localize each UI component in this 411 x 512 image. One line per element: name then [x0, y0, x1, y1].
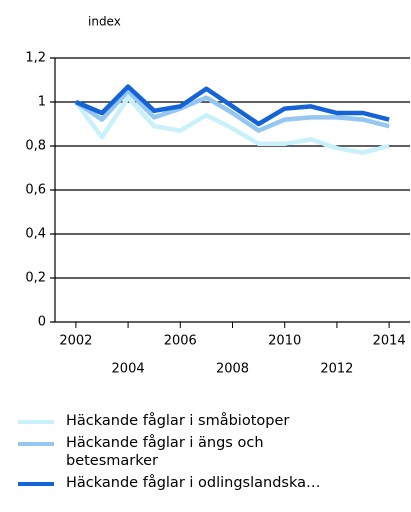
x-tick-label: 2006 [164, 334, 197, 349]
y-tick-label: 0,6 [25, 183, 46, 198]
legend-swatch [18, 442, 54, 446]
y-tick-label: 1 [38, 95, 46, 110]
legend-item: Häckande fåglar i odlingslandska… [18, 474, 398, 492]
y-tick-label: 0,8 [25, 139, 46, 154]
y-tick-label: 1,2 [25, 51, 46, 66]
x-tick-label: 2010 [268, 334, 301, 349]
legend-swatch [18, 420, 54, 424]
chart: index 0 0,2 0,4 0,6 0,8 1 1,2 2002 2004 2006 2008 2… [25, 15, 410, 377]
y-tick-label: 0,4 [25, 227, 46, 242]
y-tick-label: 0 [38, 315, 46, 330]
x-tick-label: 2008 [216, 362, 249, 377]
x-tick-label: 2002 [59, 334, 92, 349]
legend-label: Häckande fåglar i odlingslandska… [66, 475, 321, 491]
legend-swatch [18, 482, 54, 486]
y-tick-label: 0,2 [25, 271, 46, 286]
series-line [74, 88, 390, 133]
x-tick-label: 2014 [373, 334, 406, 349]
legend: Häckande fåglar i småbiotoper Häckande få… [18, 412, 398, 496]
series-line [74, 95, 390, 155]
series-line [75, 84, 390, 127]
legend-label: Häckande fåglar i småbiotoper [66, 413, 290, 429]
legend-label: Häckande fåglar i ängs och betesmarker [66, 435, 264, 469]
x-tick-label: 2012 [320, 362, 353, 377]
legend-item: Häckande fåglar i småbiotoper [18, 412, 398, 430]
y-axis-label: index [88, 15, 121, 29]
legend-item: Häckande fåglar i ängs och betesmarker [18, 434, 398, 470]
x-tick-label: 2004 [112, 362, 145, 377]
